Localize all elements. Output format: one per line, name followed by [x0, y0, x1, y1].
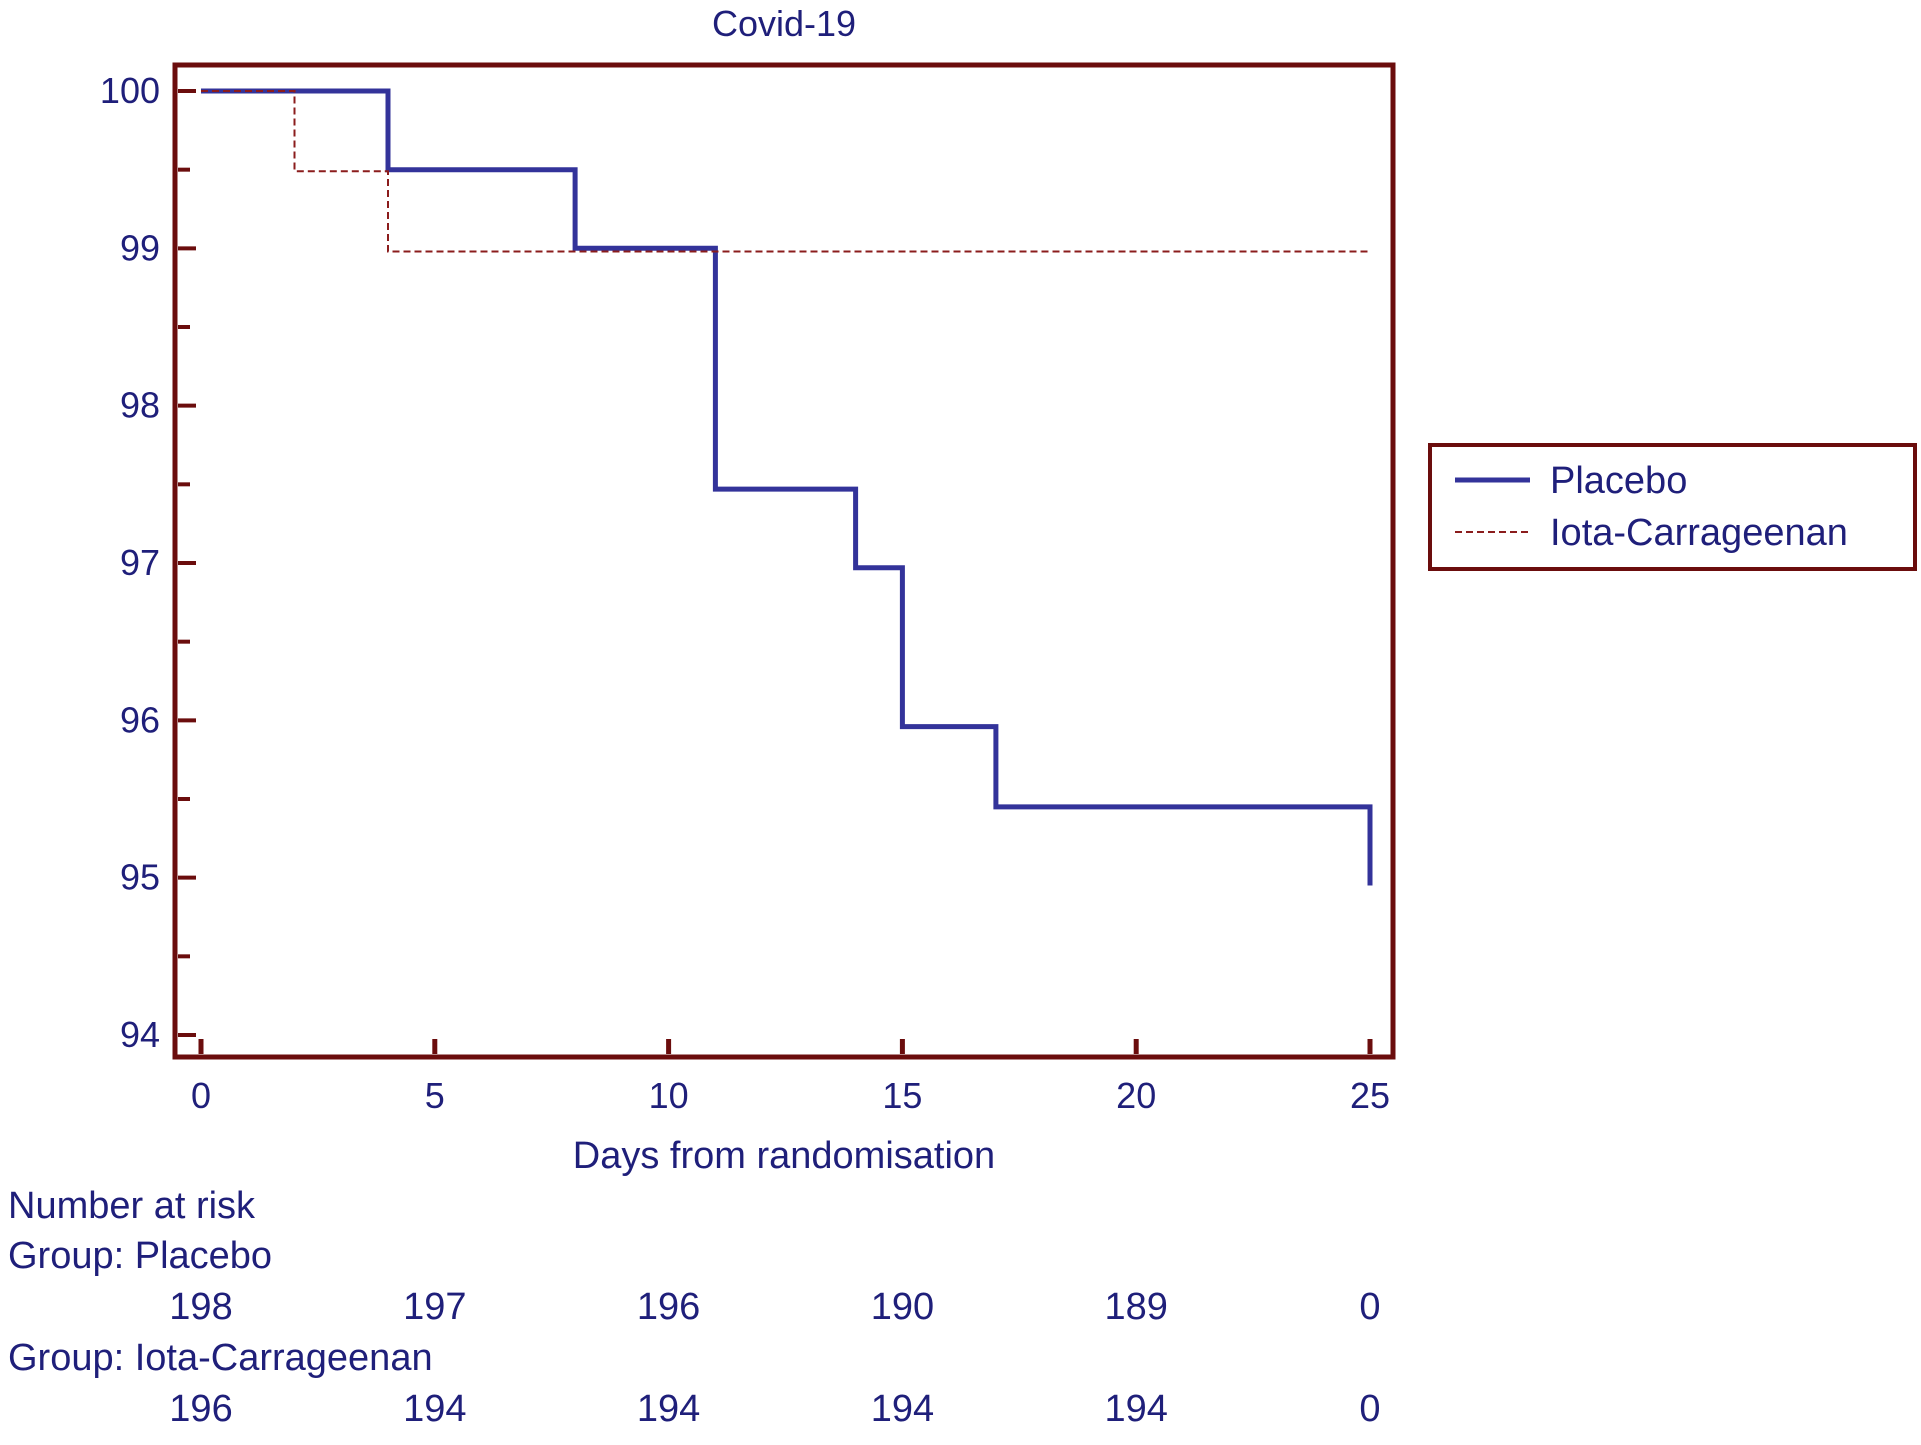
chart-title: Covid-19	[712, 3, 856, 44]
risk-group-label: Group: Iota-Carrageenan	[8, 1337, 433, 1379]
risk-table: Number at risk Group: Placebo 198 197 196 190…	[8, 1185, 1381, 1430]
x-tick-label: 20	[1116, 1075, 1156, 1116]
risk-count: 189	[1104, 1286, 1167, 1328]
risk-count: 198	[169, 1286, 232, 1328]
risk-count: 196	[169, 1388, 232, 1430]
x-tick-label: 0	[191, 1075, 211, 1116]
series-lines	[201, 88, 1373, 886]
plot-frame-layer	[172, 62, 1396, 1060]
y-tick-label: 94	[120, 1014, 160, 1055]
risk-count: 197	[403, 1286, 466, 1328]
y-tick-label: 95	[120, 857, 160, 898]
risk-count: 194	[637, 1388, 700, 1430]
y-tick-label: 100	[100, 70, 160, 111]
series-line-placebo	[201, 88, 1373, 886]
risk-count: 194	[871, 1388, 934, 1430]
x-tick-label: 15	[882, 1075, 922, 1116]
y-tick-label: 96	[120, 699, 160, 740]
x-axis-label: Days from randomisation	[573, 1135, 995, 1177]
risk-table-heading: Number at risk	[8, 1185, 256, 1227]
y-tick-label: 98	[120, 385, 160, 426]
axis-ticks	[178, 89, 1373, 1054]
risk-count: 0	[1359, 1388, 1380, 1430]
text-labels: 94 95 96 97 98 99 100 0 5 10 15 20 25 Covid-19 Days fr…	[100, 3, 1390, 1177]
legend-label: Iota-Carrageenan	[1550, 512, 1848, 554]
legend-label: Placebo	[1550, 460, 1687, 502]
risk-group-label: Group: Placebo	[8, 1235, 272, 1277]
series-line-iota-carrageenan	[201, 90, 1370, 253]
risk-count: 0	[1359, 1286, 1380, 1328]
risk-count: 194	[403, 1388, 466, 1430]
legend-box	[1428, 443, 1917, 571]
x-tick-label: 25	[1350, 1075, 1390, 1116]
risk-count: 194	[1104, 1388, 1167, 1430]
x-tick-label: 5	[425, 1075, 445, 1116]
y-tick-label: 97	[120, 542, 160, 583]
legend: Placebo Iota-Carrageenan	[1428, 443, 1917, 571]
risk-count: 190	[871, 1286, 934, 1328]
plot-frame	[172, 62, 1396, 1060]
risk-count: 196	[637, 1286, 700, 1328]
x-tick-label: 10	[649, 1075, 689, 1116]
y-tick-label: 99	[120, 227, 160, 268]
